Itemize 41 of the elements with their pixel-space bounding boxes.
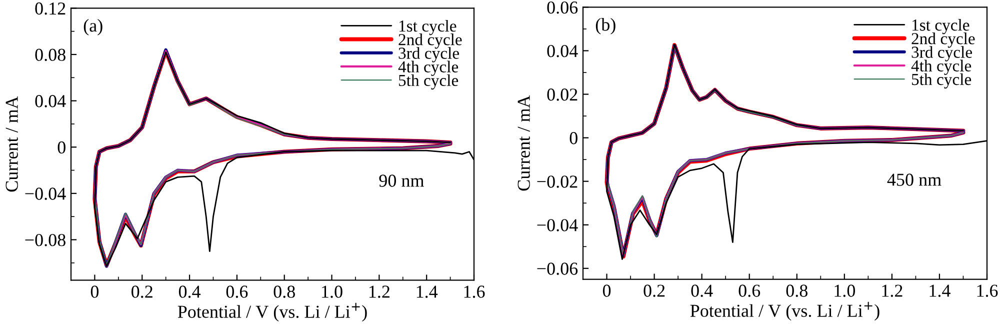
x-tick-label: 0.8 bbox=[274, 286, 295, 298]
y-tick-label: −0.06 bbox=[537, 262, 578, 275]
x-tick-label: 1.0 bbox=[322, 286, 342, 298]
legend-label: 5th cycle bbox=[398, 74, 458, 90]
y-tick-label: 0.04 bbox=[547, 44, 578, 58]
annotation: 450 nm bbox=[887, 174, 942, 186]
y-tick-label: 0.12 bbox=[35, 2, 66, 15]
x-tick-label: 1.6 bbox=[464, 286, 485, 298]
x-tick-label: 0.4 bbox=[178, 286, 201, 298]
x-tick-label: 1.0 bbox=[834, 284, 856, 297]
x-tick-label: 0.6 bbox=[738, 284, 760, 297]
x-tick-label: 1.2 bbox=[369, 286, 390, 298]
x-tick-label: 1.4 bbox=[416, 286, 438, 298]
annotation: (a) bbox=[84, 19, 102, 36]
y-tick-label: −0.04 bbox=[25, 188, 66, 200]
x-tick-label: 0.2 bbox=[132, 286, 152, 298]
x-tick-label: 0.6 bbox=[226, 286, 248, 298]
y-tick-label: 0.06 bbox=[547, 1, 578, 14]
x-axis-title: Potential / V (vs. Li / Li$^{+}$) bbox=[178, 302, 367, 322]
x-tick-label: 0 bbox=[602, 284, 611, 297]
y-tick-label: 0.08 bbox=[35, 48, 66, 62]
x-tick-label: 1.4 bbox=[930, 284, 950, 297]
x-tick-label: 1.2 bbox=[882, 284, 902, 297]
y-tick-label: 0 bbox=[58, 141, 66, 154]
y-axis-title: Current / mA bbox=[6, 96, 18, 192]
legend-label: 5th cycle bbox=[912, 73, 972, 89]
y-tick-label: −0.02 bbox=[537, 176, 578, 188]
y-axis-title: Current / mA bbox=[518, 95, 530, 191]
x-tick-label: 0.8 bbox=[786, 284, 808, 297]
y-tick-label: 0 bbox=[570, 132, 578, 144]
y-tick-label: −0.04 bbox=[537, 219, 578, 232]
x-axis-title: Potential / V (vs. Li / Li$^{+}$) bbox=[690, 302, 880, 321]
y-tick-label: 0.04 bbox=[35, 95, 66, 108]
annotation: 90 nm bbox=[379, 174, 424, 187]
y-tick-label: −0.08 bbox=[25, 234, 66, 246]
x-tick-label: 0.2 bbox=[644, 284, 665, 297]
annotation: (b) bbox=[596, 18, 616, 34]
x-tick-label: 1.6 bbox=[977, 284, 998, 297]
x-tick-label: 0 bbox=[90, 286, 99, 298]
x-tick-label: 0.4 bbox=[691, 284, 713, 297]
y-tick-label: 0.02 bbox=[547, 88, 578, 101]
